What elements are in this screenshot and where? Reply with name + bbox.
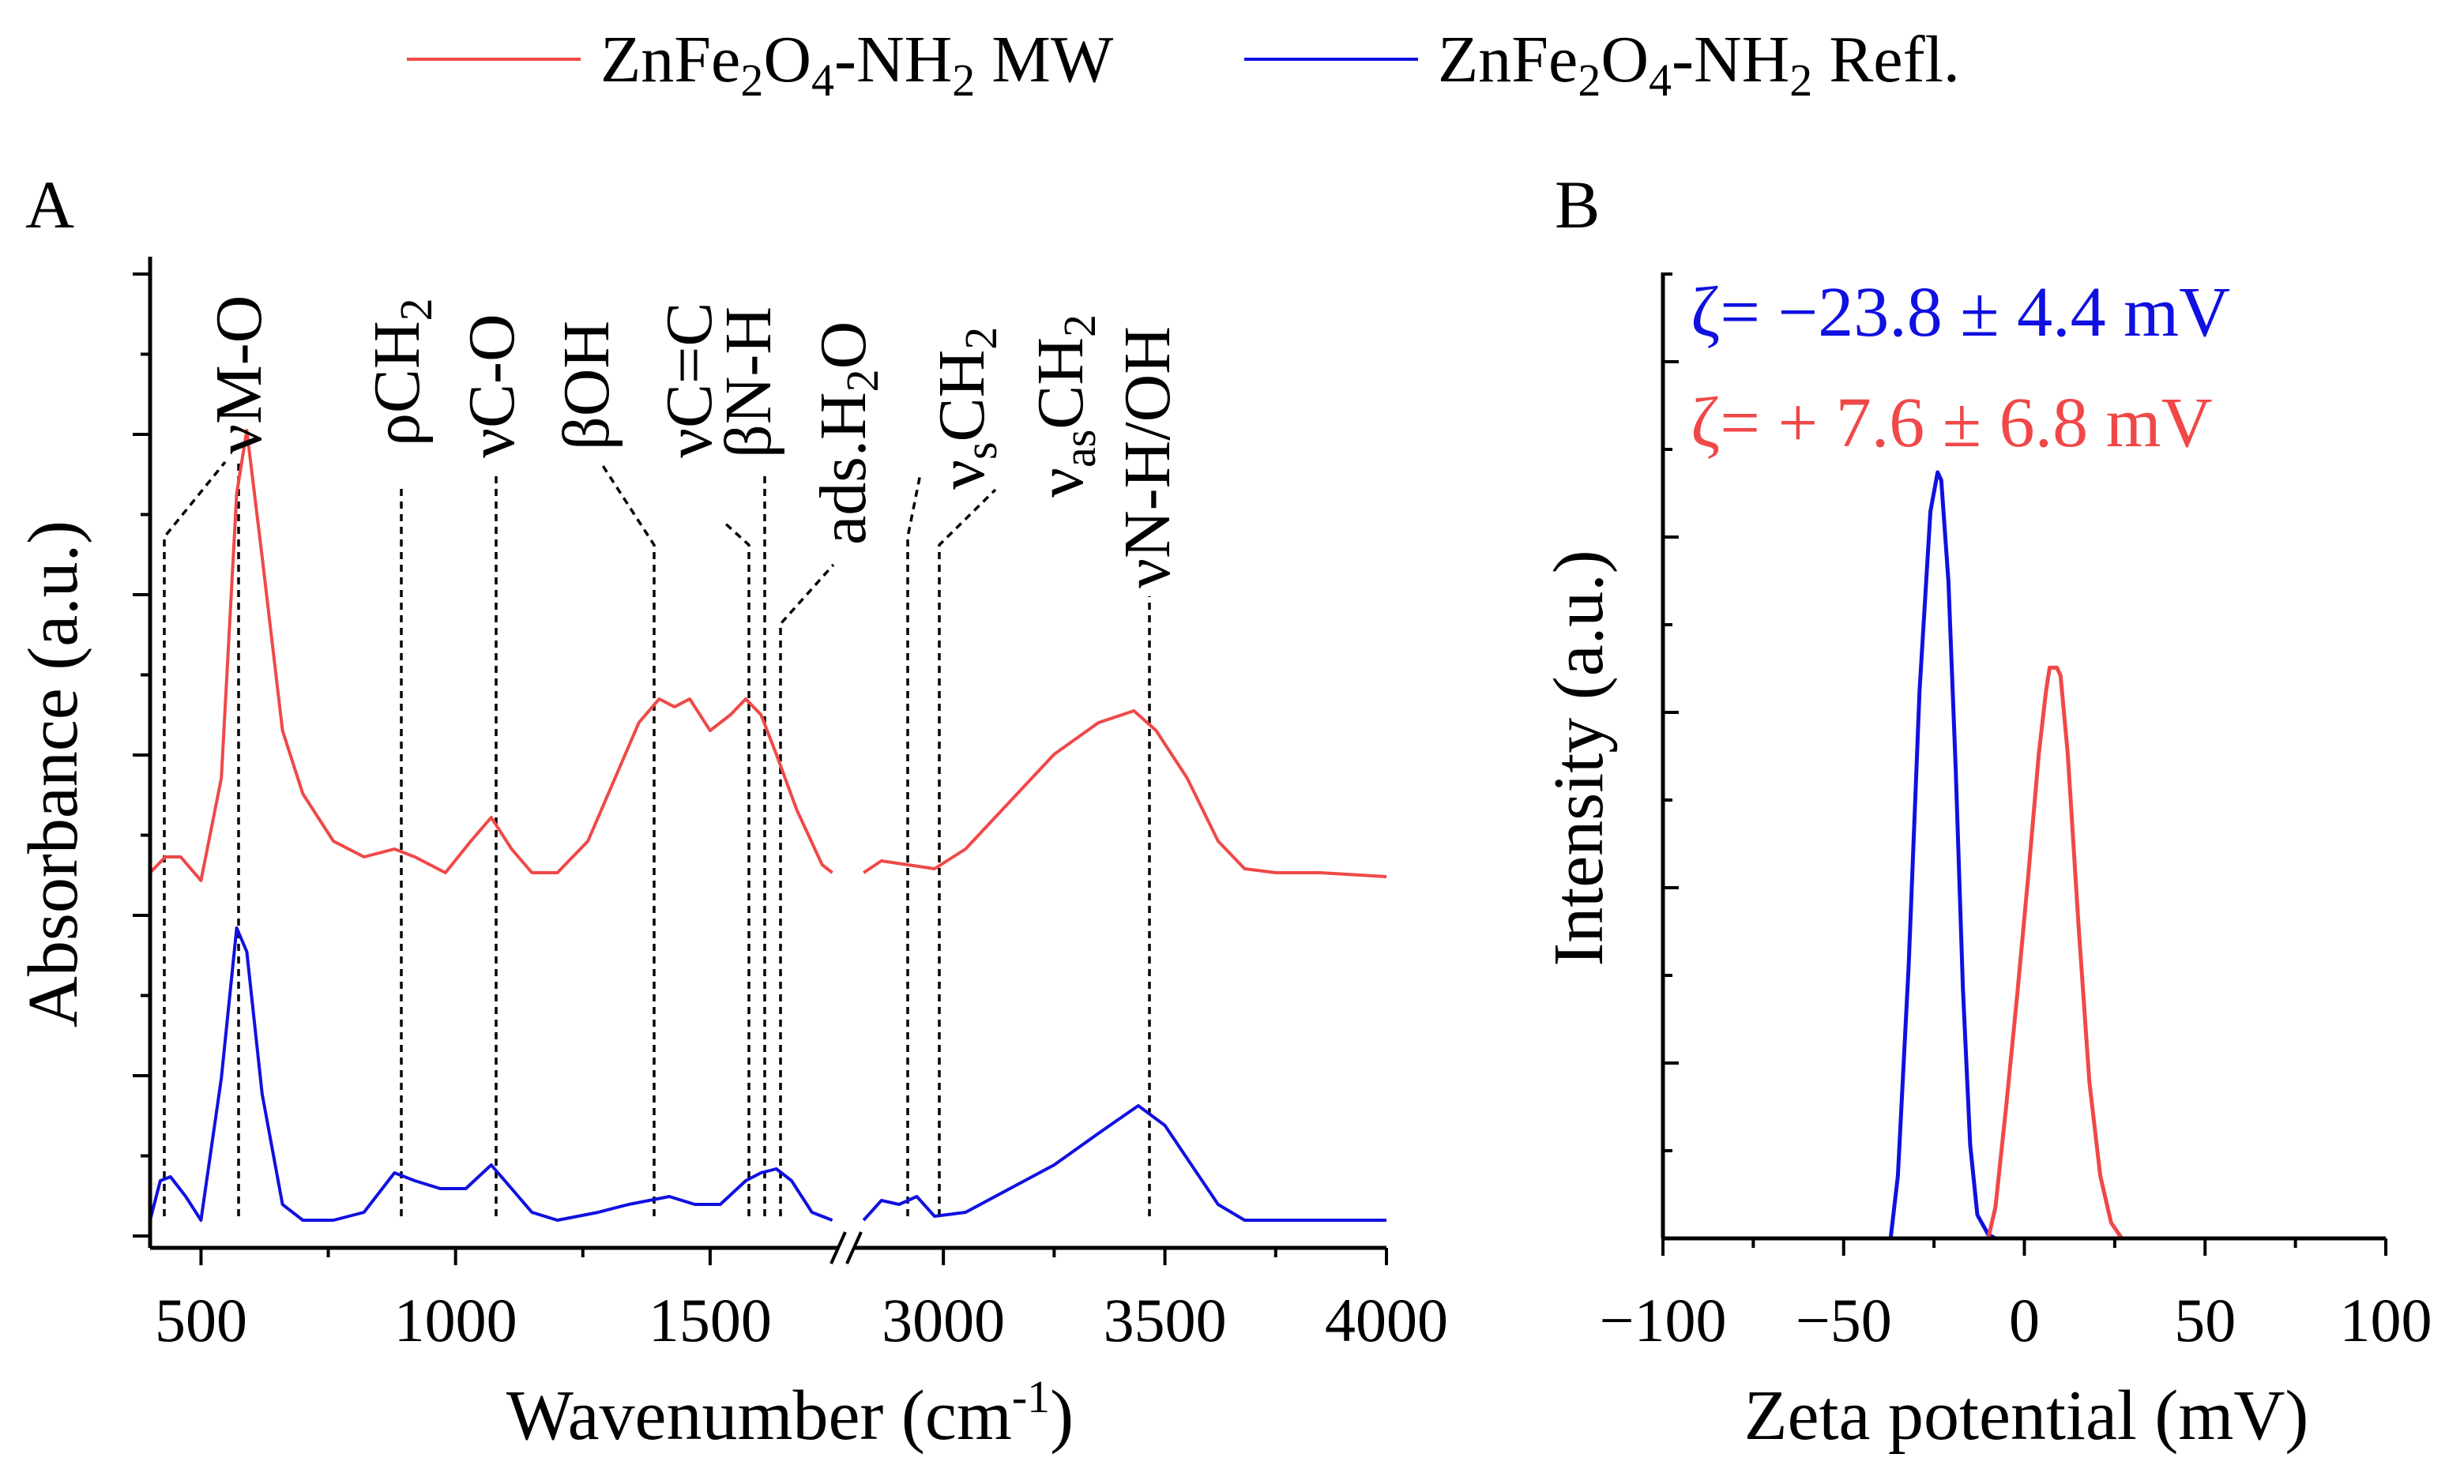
- annotation-guide: [163, 460, 227, 1216]
- spectra: [149, 429, 1387, 1222]
- panel-a-label: A: [25, 167, 74, 242]
- x-tick-label: −100: [1600, 1286, 1727, 1354]
- axis-break-mark: [829, 1231, 847, 1264]
- x-tick-label: 500: [155, 1286, 247, 1354]
- annotation-vnh-oh: νN-H/OH: [1111, 326, 1184, 588]
- annotation-beta-nh: βN-H: [712, 306, 785, 458]
- panel-b-xlabel: Zeta potential (mV): [1744, 1377, 2309, 1455]
- series-znfe2o4-nh2-mw: [149, 429, 1387, 882]
- zeta-distributions: [1663, 470, 2386, 1241]
- panel-a: A Absorbance (a.u.) Wavenumber (cm-1) 50…: [14, 167, 1448, 1455]
- x-tick-label: 4000: [1325, 1286, 1448, 1354]
- x-tick-label: 3000: [882, 1286, 1005, 1354]
- annotation-guide: [599, 461, 656, 1216]
- zeta-mw-label: ζ= + 7.6 ± 6.8 mV: [1691, 384, 2213, 462]
- legend-label-mw: ZnFe2O4-NH2 MW: [600, 23, 1114, 106]
- x-tick-label: 50: [2174, 1286, 2236, 1354]
- annotation-guide: [938, 488, 997, 1216]
- panel-a-ylabel: Absorbance (a.u.): [14, 520, 92, 1028]
- panel-a-axes: 500 1000 1500 3000 3500 4000: [133, 257, 1448, 1354]
- annotation-ads-h2o: ads.H2O: [807, 321, 888, 545]
- zeta-refl-label: ζ= −23.8 ± 4.4 mV: [1691, 273, 2230, 351]
- annotation-vc-c: νC=C: [653, 302, 726, 458]
- x-tick-label: 1500: [649, 1286, 772, 1354]
- series-znfe2o4-nh2-mw: [1663, 665, 2386, 1241]
- panel-b-axes: −100 −50 0 50 100: [1600, 272, 2432, 1354]
- panel-b: B Intensity (a.u.) Zeta potential (mV) ζ…: [1540, 167, 2432, 1455]
- annotation-vm-o: νM-O: [202, 295, 276, 454]
- panel-b-label: B: [1555, 167, 1600, 242]
- annotation-rho-ch2: ρCH2: [360, 298, 442, 446]
- x-tick-label: 1000: [394, 1286, 517, 1354]
- series-znfe2o4-nh2-refl: [149, 926, 1386, 1222]
- annotation-guide: [906, 473, 922, 1216]
- annotation-vs-ch2: νsCH2: [925, 327, 1006, 490]
- annotation-beta-oh: βOH: [550, 321, 623, 450]
- legend: ZnFe2O4-NH2 MW ZnFe2O4-NH2 Refl.: [407, 23, 1960, 106]
- panel-b-ylabel: Intensity (a.u.): [1540, 550, 1618, 966]
- annotation-guide: [779, 563, 835, 1216]
- annotation-guide: [721, 520, 750, 1216]
- panel-a-xlabel: Wavenumber (cm-1): [506, 1371, 1074, 1455]
- x-tick-label: 0: [2009, 1286, 2040, 1354]
- series-znfe2o4-nh2-refl: [1663, 470, 2386, 1241]
- annotation-vc-o: νC-O: [455, 314, 529, 458]
- axis-break-mark: [845, 1231, 863, 1264]
- x-tick-label: 3500: [1104, 1286, 1227, 1354]
- annotation-guides: [163, 460, 1151, 1216]
- x-tick-label: −50: [1796, 1286, 1892, 1354]
- legend-label-refl: ZnFe2O4-NH2 Refl.: [1438, 23, 1960, 106]
- x-tick-label: 100: [2340, 1286, 2432, 1354]
- annotation-vas-ch2: νasCH2: [1024, 314, 1105, 498]
